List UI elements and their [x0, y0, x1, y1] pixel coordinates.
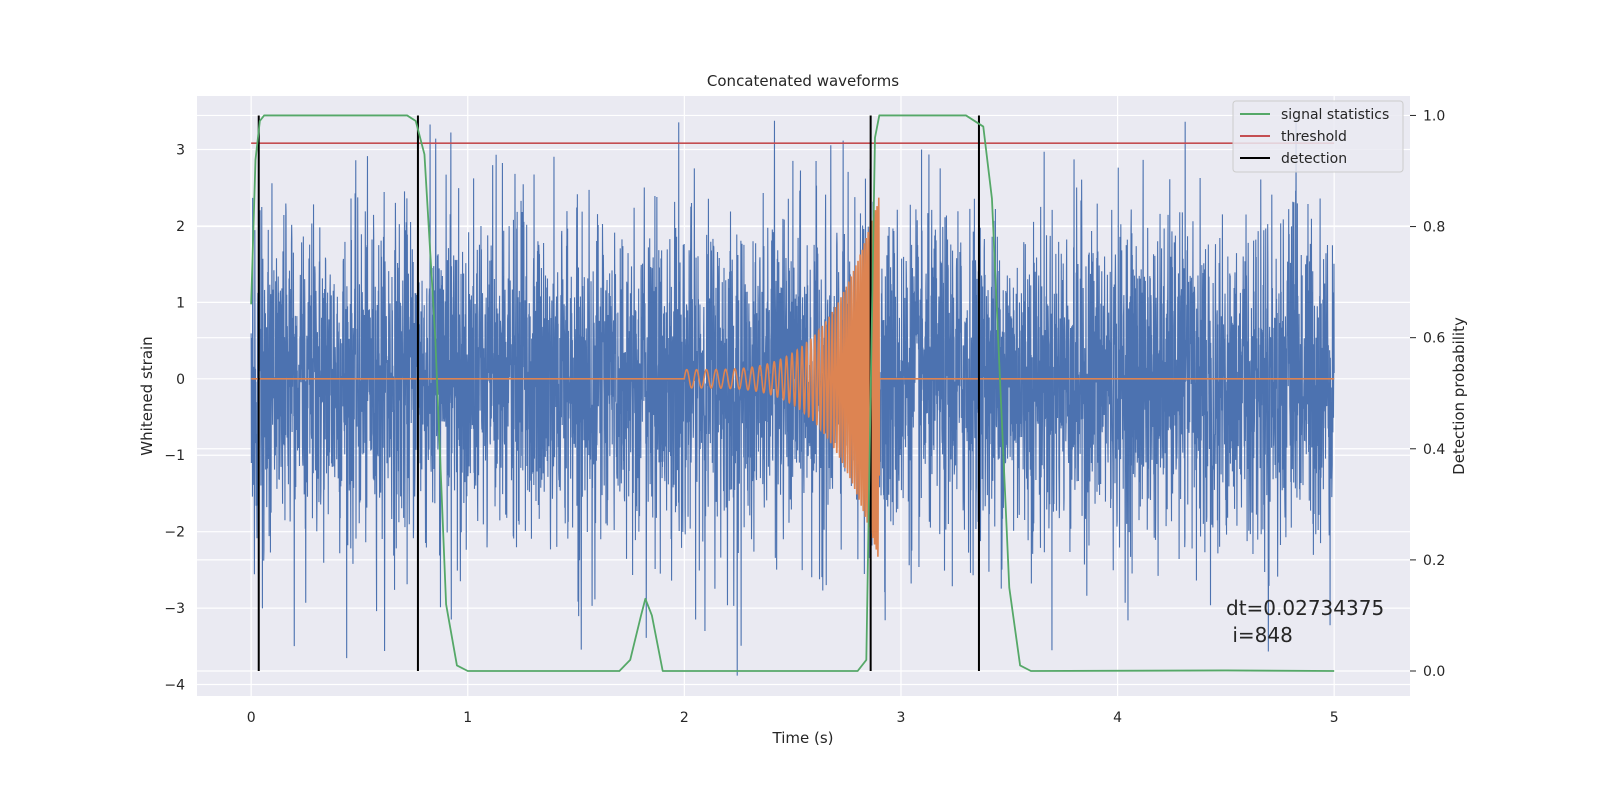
annotation-index: i=848: [1226, 623, 1293, 647]
x-axis-label: Time (s): [772, 729, 834, 747]
legend: signal statistics threshold detection: [1232, 100, 1404, 173]
x-tick-label: 3: [897, 710, 906, 726]
y2-axis-label: Detection probability: [1450, 317, 1468, 475]
y-tick-label: 3: [176, 143, 185, 159]
y-tick-label: −4: [164, 678, 185, 694]
y2-tick-label: 1.0: [1423, 108, 1445, 124]
legend-box: [1232, 100, 1404, 173]
series-layer: [250, 114, 1335, 676]
x-tick-label: 0: [247, 710, 256, 726]
chart-title: Concatenated waveforms: [707, 72, 899, 90]
y-axis-label: Whitened strain: [138, 336, 156, 455]
series-injected-chirp: [251, 197, 1335, 557]
series-whitened-strain: [250, 117, 1335, 676]
y2-tick-label: 0.6: [1423, 331, 1445, 347]
x-tick-label: 2: [680, 710, 689, 726]
series-signal-statistics: [250, 114, 1335, 672]
x-tick-label: 4: [1113, 710, 1122, 726]
y-tick-label: −1: [164, 448, 185, 464]
y2-tick-label: 0.4: [1423, 442, 1445, 458]
axis-ticks: 0 1 2 3 4 5 −4 −3 −2 −1 0 1 2 3 0.0 0.2 0.4 0.6 0.8 1.0: [164, 108, 1445, 726]
legend-label-signal-statistics: signal statistics: [1281, 107, 1389, 123]
y-tick-label: 0: [176, 372, 185, 388]
y2-tick-label: 0.2: [1423, 553, 1445, 569]
y2-tick-label: 0.8: [1423, 220, 1445, 236]
x-tick-label: 5: [1330, 710, 1339, 726]
y-tick-label: 1: [176, 295, 185, 311]
y-tick-label: −3: [164, 601, 185, 617]
y-tick-label: 2: [176, 219, 185, 235]
y-tick-label: −2: [164, 525, 185, 541]
annotation-dt: dt=0.02734375: [1226, 596, 1384, 620]
y2-tick-label: 0.0: [1423, 664, 1445, 680]
legend-label-detection: detection: [1281, 151, 1347, 167]
legend-label-threshold: threshold: [1281, 129, 1347, 145]
x-tick-label: 1: [463, 710, 472, 726]
